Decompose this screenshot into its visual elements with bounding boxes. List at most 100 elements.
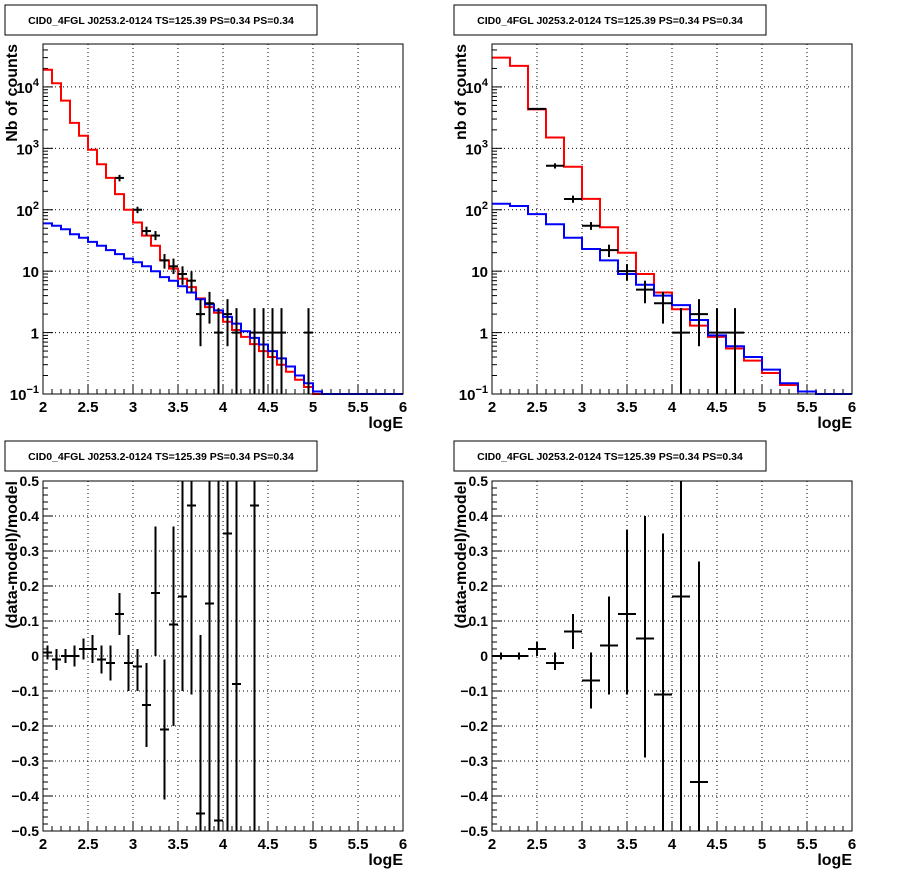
x-tick-label: 4 <box>668 399 677 416</box>
x-tick-label: 2 <box>488 399 496 416</box>
data-point <box>169 258 178 274</box>
axis-ticks <box>42 480 404 832</box>
y-tick-label: 0.3 <box>469 543 489 559</box>
plot-area <box>43 44 403 394</box>
data-point <box>690 299 708 347</box>
residual-point <box>546 652 564 670</box>
y-tick-label: 0 <box>31 648 39 664</box>
residual-point <box>61 649 70 663</box>
y-tick-label: 0.3 <box>20 543 40 559</box>
y-tick-label: 0.2 <box>469 578 489 594</box>
residual-point <box>528 642 546 656</box>
x-tick-label: 4.5 <box>707 836 728 853</box>
x-tick-label: 6 <box>399 399 407 416</box>
y-tick-label: 104 <box>16 77 40 97</box>
y-tick-label: 0 <box>480 648 488 664</box>
residual-point <box>115 593 124 635</box>
y-tick-mantissa: 10 <box>465 141 482 158</box>
x-tick-label: 5 <box>758 836 766 853</box>
residual-point <box>672 481 690 831</box>
residual-point <box>492 652 510 660</box>
x-tick-label: 4 <box>219 399 228 416</box>
residual-point <box>250 481 259 831</box>
y-tick-label: 0.1 <box>469 613 489 629</box>
x-tick-label: 5 <box>309 836 317 853</box>
axis-ticks <box>491 480 853 832</box>
x-tick-label: 3.5 <box>617 399 638 416</box>
y-tick-exponent: 2 <box>482 200 488 212</box>
x-tick-label: 5.5 <box>797 399 818 416</box>
y-tick-exponent: −1 <box>26 384 39 396</box>
y-tick-label: 0.4 <box>20 508 40 524</box>
data-point <box>564 195 582 203</box>
y-tick-exponent: 4 <box>482 77 489 89</box>
y-tick-label: −0.1 <box>460 683 488 699</box>
x-tick-label: 5 <box>758 399 766 416</box>
counts-panel-left: 2 2.5 3 3.5 4 4.5 5 5.5 610−1110102103104CID0_4F… <box>4 4 407 432</box>
data-point <box>726 308 744 394</box>
plot-frame <box>42 43 404 395</box>
residual-point <box>160 659 169 800</box>
series-1-histogram <box>492 202 852 395</box>
y-tick-label: −0.3 <box>460 753 488 769</box>
residual-panel-left: 2 2.5 3 3.5 4 4.5 5 5.5 6 −0.5 −0.4 −0.3 −0.2 −0.1 0 0.… <box>4 440 407 869</box>
residual-point <box>618 530 636 695</box>
x-tick-label: 4.5 <box>258 399 279 416</box>
residual-point <box>187 481 196 695</box>
data-point <box>115 174 124 182</box>
residual-point <box>169 526 178 726</box>
y-tick-label: −0.5 <box>460 823 488 839</box>
y-tick-label: 102 <box>465 200 488 220</box>
data-point <box>142 226 151 236</box>
x-tick-label: 2 <box>39 399 47 416</box>
y-tick-label: 0.4 <box>469 508 489 524</box>
x-tick-label: 2.5 <box>78 399 99 416</box>
y-tick-label: 1 <box>480 326 488 343</box>
axis-ticks <box>491 43 853 395</box>
y-axis-label: Nb of counts <box>4 44 21 142</box>
data-point <box>178 266 187 285</box>
residual-point <box>600 596 618 695</box>
y-tick-label: 0.2 <box>20 578 40 594</box>
x-tick-label: 6 <box>848 399 856 416</box>
y-tick-label: 104 <box>465 77 489 97</box>
data-point <box>546 163 564 169</box>
x-tick-label: 6 <box>399 836 407 853</box>
data-point <box>618 264 636 281</box>
data-point <box>636 280 654 304</box>
y-tick-label: 10 <box>471 264 488 281</box>
data-point <box>268 308 277 394</box>
y-tick-mantissa: 10 <box>16 203 33 220</box>
y-tick-mantissa: 10 <box>16 80 33 97</box>
x-tick-label: 6 <box>848 836 856 853</box>
y-tick-mantissa: 10 <box>16 141 33 158</box>
y-tick-label: 0.1 <box>20 613 40 629</box>
y-tick-label: 1 <box>31 326 39 343</box>
data-point <box>133 206 142 214</box>
y-tick-label: 10−1 <box>459 384 488 404</box>
plot-frame <box>491 43 853 395</box>
residual-point <box>636 516 654 758</box>
plot-area <box>492 44 852 394</box>
x-tick-label: 3 <box>578 399 586 416</box>
residual-point <box>205 481 214 831</box>
chart-title: CID0_4FGL J0253.2-0124 TS=125.39 PS=0.34… <box>477 451 743 463</box>
data-point <box>528 107 546 110</box>
residual-point <box>214 481 223 831</box>
data-point <box>160 254 169 269</box>
data-point <box>151 231 160 241</box>
residual-point <box>564 614 582 649</box>
chart-title: CID0_4FGL J0253.2-0124 TS=125.39 PS=0.34… <box>28 15 294 27</box>
grid-lines <box>43 481 403 831</box>
counts-panel-right: 2 2.5 3 3.5 4 4.5 5 5.5 610−1110102103104CID0_4F… <box>453 4 856 432</box>
residual-point <box>52 649 61 670</box>
data-point <box>223 299 232 347</box>
residual-panel-right: 2 2.5 3 3.5 4 4.5 5 5.5 6 −0.5 −0.4 −0.3 −0.2 −0.1 0 0.… <box>453 440 856 869</box>
y-tick-mantissa: 10 <box>10 387 27 404</box>
residual-point <box>70 645 79 667</box>
y-axis-label: nb of counts <box>453 44 470 140</box>
x-tick-label: 3 <box>578 836 586 853</box>
y-tick-mantissa: 10 <box>465 80 482 97</box>
data-point <box>259 308 268 394</box>
